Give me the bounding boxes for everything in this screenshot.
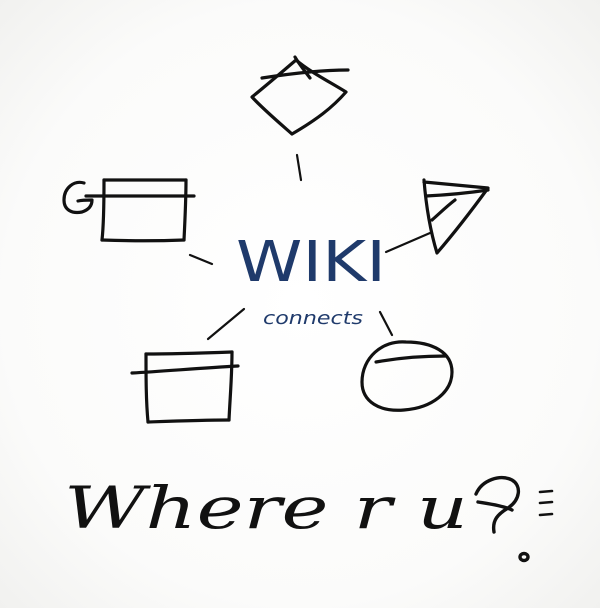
question-mark-icon [474, 475, 530, 563]
connector-right [384, 231, 432, 254]
caption-text: Where r u [64, 474, 468, 542]
connector-bottom-right [378, 310, 394, 337]
node-rectangle-g [62, 178, 196, 243]
node-diamond [250, 55, 350, 136]
equals-marks-icon [538, 489, 554, 517]
node-rectangle-bottom [130, 350, 240, 424]
center-subtitle: connects [263, 308, 363, 329]
node-triangle [422, 178, 490, 255]
connector-top [295, 153, 303, 182]
connector-left [188, 253, 214, 266]
connector-bottom-left [206, 307, 246, 341]
center-title: WIKI [236, 230, 386, 295]
node-circle [360, 340, 454, 412]
